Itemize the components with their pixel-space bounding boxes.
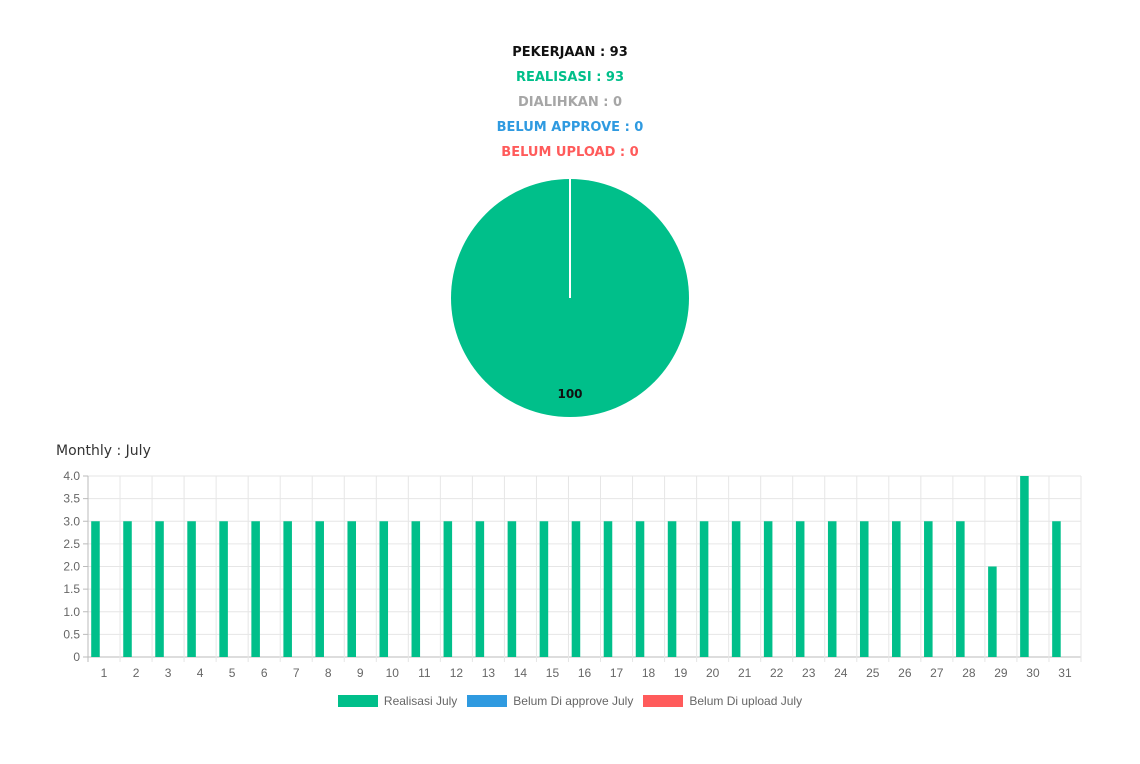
bar-realisasi-july-14[interactable]: [507, 521, 517, 657]
y-tick-label: 1.0: [63, 605, 80, 619]
bar-realisasi-july-17[interactable]: [603, 521, 613, 657]
x-tick-label: 31: [1058, 666, 1072, 680]
x-tick-label: 24: [834, 666, 848, 680]
pekerjaan-count: PEKERJAAN : 93: [512, 45, 628, 60]
legend-swatch: [337, 695, 378, 707]
x-tick-label: 16: [578, 666, 592, 680]
x-tick-label: 28: [962, 666, 976, 680]
bar-realisasi-july-13[interactable]: [475, 521, 485, 657]
bar-realisasi-july-27[interactable]: [924, 521, 933, 657]
legend-item-realisasi-july[interactable]: Realisasi July: [337, 694, 458, 708]
chart-legend: Realisasi July Belum Di approve July Belum…: [0, 694, 1140, 708]
x-tick-label: 2: [133, 666, 140, 680]
bar-realisasi-july-10[interactable]: [379, 521, 389, 657]
bar-realisasi-july-28[interactable]: [956, 521, 965, 657]
bar-chart: 00.51.01.52.02.53.03.54.01 2 3 4 5 6 7 8 9 10 11 12…: [63, 469, 1082, 680]
summary-panel: PEKERJAAN : 93 REALISASI : 93 DIALIHKAN …: [0, 40, 1140, 165]
legend-item-belum-di-upload-july[interactable]: Belum Di upload July: [643, 694, 802, 708]
y-tick-label: 3.5: [63, 492, 80, 506]
x-tick-label: 25: [866, 666, 880, 680]
bar-realisasi-july-25[interactable]: [859, 521, 869, 657]
x-tick-label: 27: [930, 666, 944, 680]
bar-realisasi-july-15[interactable]: [539, 521, 549, 657]
bar-realisasi-july-23[interactable]: [795, 521, 805, 657]
legend-swatch: [467, 695, 508, 707]
x-tick-label: 30: [1026, 666, 1040, 680]
x-tick-label: 13: [482, 666, 496, 680]
bar-realisasi-july-16[interactable]: [571, 521, 581, 657]
legend-label: Belum Di upload July: [689, 694, 803, 708]
bar-realisasi-july-18[interactable]: [635, 521, 645, 657]
bar-realisasi-july-19[interactable]: [667, 521, 677, 657]
dialihkan-count: DIALIHKAN : 0: [518, 95, 622, 110]
legend-swatch: [643, 695, 684, 707]
x-tick-label: 11: [418, 666, 431, 680]
bar-realisasi-july-21[interactable]: [731, 521, 741, 657]
x-tick-label: 3: [165, 666, 172, 680]
x-tick-label: 29: [994, 666, 1008, 680]
belum-approve-count: BELUM APPROVE : 0: [496, 120, 644, 135]
bar-realisasi-july-26[interactable]: [892, 521, 901, 657]
belum-upload-count: BELUM UPLOAD : 0: [501, 145, 639, 160]
x-tick-label: 9: [357, 666, 364, 680]
bar-realisasi-july-5[interactable]: [219, 521, 228, 657]
legend-item-belum-di-approve-july[interactable]: Belum Di approve July: [467, 694, 633, 708]
x-tick-label: 12: [450, 666, 464, 680]
bar-realisasi-july-4[interactable]: [187, 521, 196, 657]
x-tick-label: 22: [770, 666, 784, 680]
x-tick-label: 1: [101, 666, 108, 680]
pie-chart: 100: [451, 179, 689, 417]
bar-realisasi-july-31[interactable]: [1052, 521, 1061, 657]
x-tick-label: 23: [802, 666, 816, 680]
bar-realisasi-july-6[interactable]: [251, 521, 260, 657]
x-tick-label: 4: [197, 666, 204, 680]
bar-realisasi-july-30[interactable]: [1020, 476, 1029, 657]
bar-realisasi-july-12[interactable]: [443, 521, 453, 657]
legend-label: Belum Di approve July: [513, 694, 634, 708]
bar-realisasi-july-1[interactable]: [91, 521, 100, 657]
bar-realisasi-july-20[interactable]: [699, 521, 709, 657]
x-tick-label: 6: [261, 666, 268, 680]
bar-realisasi-july-8[interactable]: [315, 521, 324, 657]
bar-realisasi-july-9[interactable]: [347, 521, 357, 657]
bar-realisasi-july-7[interactable]: [283, 521, 292, 657]
y-tick-label: 0: [73, 650, 80, 664]
bar-realisasi-july-3[interactable]: [155, 521, 164, 657]
bar-realisasi-july-2[interactable]: [123, 521, 132, 657]
x-tick-label: 17: [610, 666, 624, 680]
bar-realisasi-july-24[interactable]: [827, 521, 837, 657]
realisasi-count: REALISASI : 93: [515, 70, 625, 85]
y-tick-label: 4.0: [63, 469, 80, 483]
y-tick-label: 1.5: [63, 582, 80, 596]
monthly-title: Monthly : July: [56, 443, 151, 459]
legend-label: Realisasi July: [383, 694, 458, 708]
x-tick-label: 15: [546, 666, 560, 680]
x-tick-label: 18: [642, 666, 656, 680]
x-tick-label: 7: [293, 666, 300, 680]
x-tick-label: 21: [738, 666, 752, 680]
x-tick-label: 10: [386, 666, 400, 680]
x-tick-label: 19: [674, 666, 688, 680]
bar-realisasi-july-29[interactable]: [988, 566, 997, 658]
y-tick-label: 3.0: [63, 514, 80, 528]
x-tick-label: 8: [325, 666, 332, 680]
x-tick-label: 14: [514, 666, 528, 680]
y-tick-label: 0.5: [63, 627, 80, 641]
x-tick-label: 26: [898, 666, 912, 680]
bar-realisasi-july-11[interactable]: [411, 521, 421, 657]
x-tick-label: 20: [706, 666, 720, 680]
x-tick-label: 5: [229, 666, 236, 680]
y-tick-label: 2.0: [63, 560, 80, 574]
y-tick-label: 2.5: [63, 537, 80, 551]
bar-realisasi-july-22[interactable]: [763, 521, 773, 657]
pie-data-label: 100: [557, 387, 582, 401]
